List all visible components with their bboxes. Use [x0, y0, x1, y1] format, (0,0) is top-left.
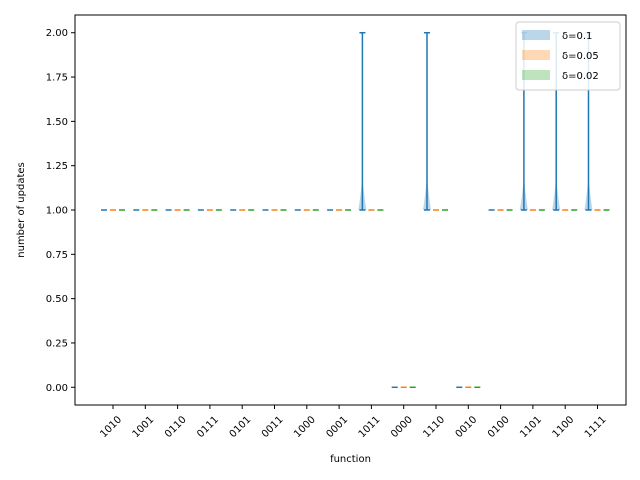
- y-tick-label: 0.75: [46, 250, 68, 261]
- y-tick-label: 1.75: [46, 73, 68, 84]
- y-axis-label: number of updates: [16, 162, 27, 257]
- legend-frame: [515, 21, 621, 91]
- y-tick-label: 0.50: [46, 294, 68, 305]
- y-tick-label: 1.00: [46, 206, 68, 217]
- plot-marks: [101, 31, 610, 389]
- y-tick-label: 2.00: [46, 28, 68, 39]
- y-tick-label: 0.25: [46, 338, 68, 349]
- legend-label: δ=0.05: [562, 51, 599, 62]
- legend-swatch: [522, 70, 550, 80]
- x-axis-label: function: [330, 454, 371, 465]
- legend-swatch: [522, 30, 550, 40]
- legend-swatch: [522, 50, 550, 60]
- y-tick-label: 0.00: [46, 383, 68, 394]
- y-tick-label: 1.25: [46, 161, 68, 172]
- legend-label: δ=0.02: [562, 71, 599, 82]
- y-axis-ticks: 0.00 0.25 0.50 0.75 1.00 1.25 1.50 1.75 2.00: [46, 28, 75, 394]
- legend-label: δ=0.1: [562, 31, 592, 42]
- legend: δ=0.1 δ=0.05 δ=0.02: [515, 21, 621, 91]
- y-tick-label: 1.50: [46, 117, 68, 128]
